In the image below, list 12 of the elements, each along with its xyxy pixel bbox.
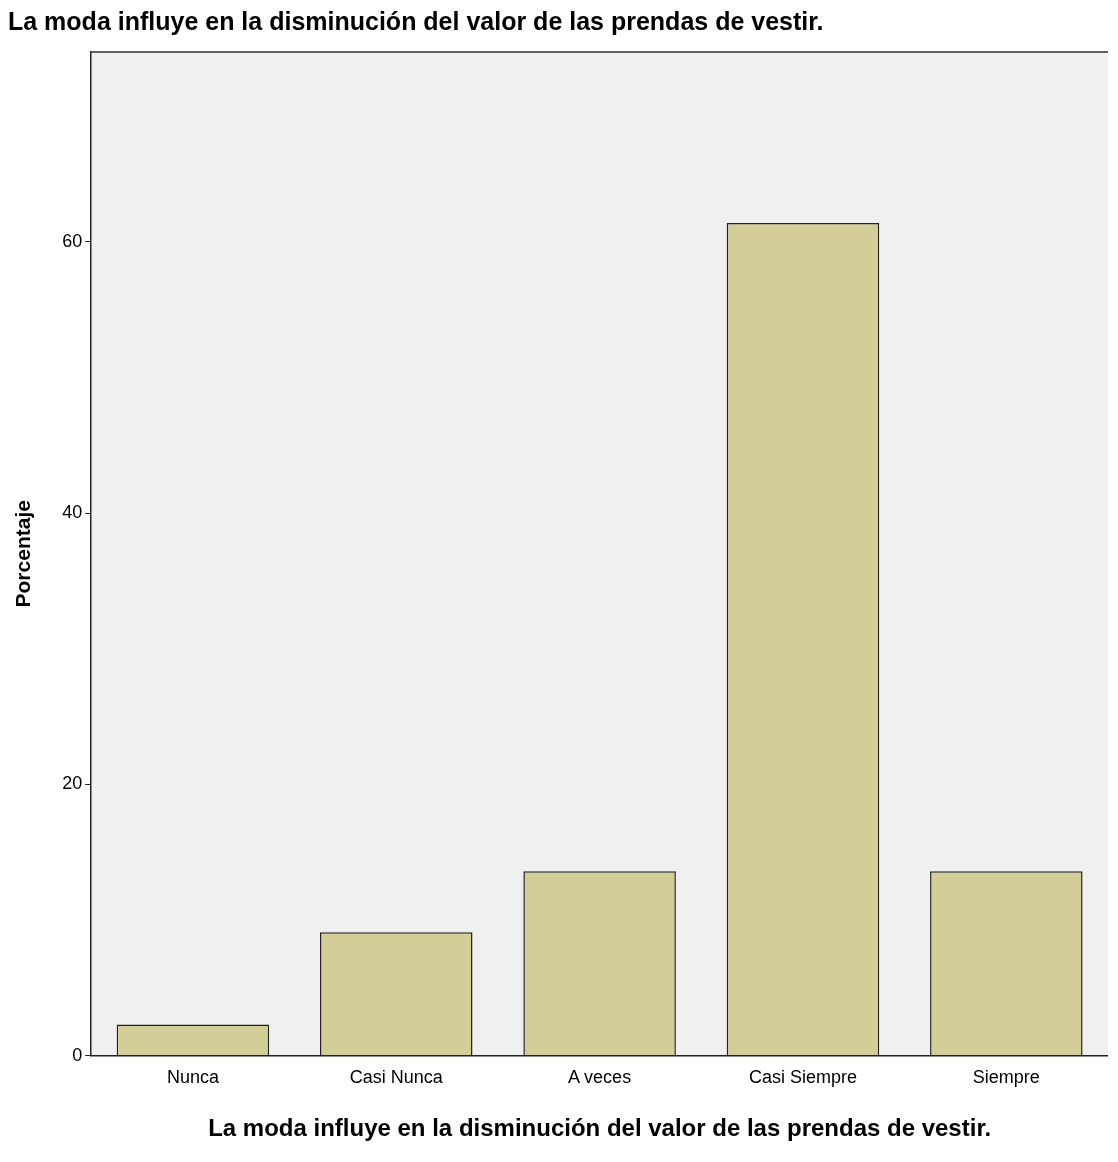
x-tick-label: A veces xyxy=(568,1067,632,1088)
y-axis-title: Porcentaje xyxy=(11,500,35,608)
x-tick-label: Casi Nunca xyxy=(349,1067,444,1088)
x-axis-title: La moda influye en la disminución del valor de las prendas de vestir. xyxy=(208,1114,992,1142)
y-tick-label: 0 xyxy=(72,1044,83,1065)
y-tick-label: 20 xyxy=(62,773,83,794)
chart-title: La moda influye en la disminución del valor de las prendas de vestir. xyxy=(8,6,824,35)
x-tick-label: Casi Siempre xyxy=(748,1067,857,1088)
x-tick-label: Nunca xyxy=(166,1067,220,1088)
x-tick-label: Siempre xyxy=(972,1067,1040,1088)
y-tick-label: 60 xyxy=(62,230,83,251)
y-tick-label: 40 xyxy=(62,502,83,523)
